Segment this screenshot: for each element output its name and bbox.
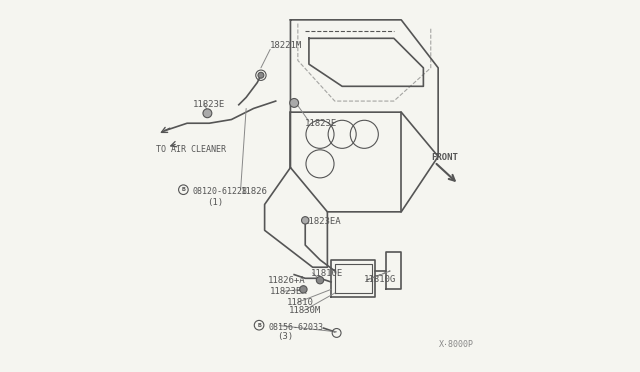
Text: 11830M: 11830M [289, 306, 321, 315]
Text: 11810: 11810 [287, 298, 314, 307]
Text: 11826+A: 11826+A [268, 276, 306, 285]
Text: TO AIR CLEANER: TO AIR CLEANER [156, 145, 226, 154]
Text: 11810E: 11810E [311, 269, 343, 278]
Text: 11826: 11826 [241, 187, 268, 196]
Text: B: B [182, 187, 185, 192]
Text: 11810G: 11810G [364, 275, 397, 283]
Text: 08156-62033: 08156-62033 [268, 323, 323, 331]
Text: (3): (3) [278, 332, 294, 341]
Circle shape [258, 72, 264, 78]
Text: 11823E: 11823E [305, 119, 337, 128]
Text: 08120-61228: 08120-61228 [193, 187, 248, 196]
Text: 18221M: 18221M [270, 41, 303, 50]
Circle shape [203, 109, 212, 118]
Circle shape [301, 217, 309, 224]
Text: FRONT: FRONT [431, 153, 458, 162]
Circle shape [290, 99, 299, 108]
Text: 11823EA: 11823EA [303, 217, 341, 225]
Text: 11823EA: 11823EA [270, 287, 308, 296]
Circle shape [300, 286, 307, 293]
Text: 11823E: 11823E [193, 100, 225, 109]
Text: B: B [257, 323, 261, 328]
Text: (1): (1) [207, 198, 223, 207]
Circle shape [316, 276, 324, 284]
Text: X⋅8000P: X⋅8000P [439, 340, 474, 349]
